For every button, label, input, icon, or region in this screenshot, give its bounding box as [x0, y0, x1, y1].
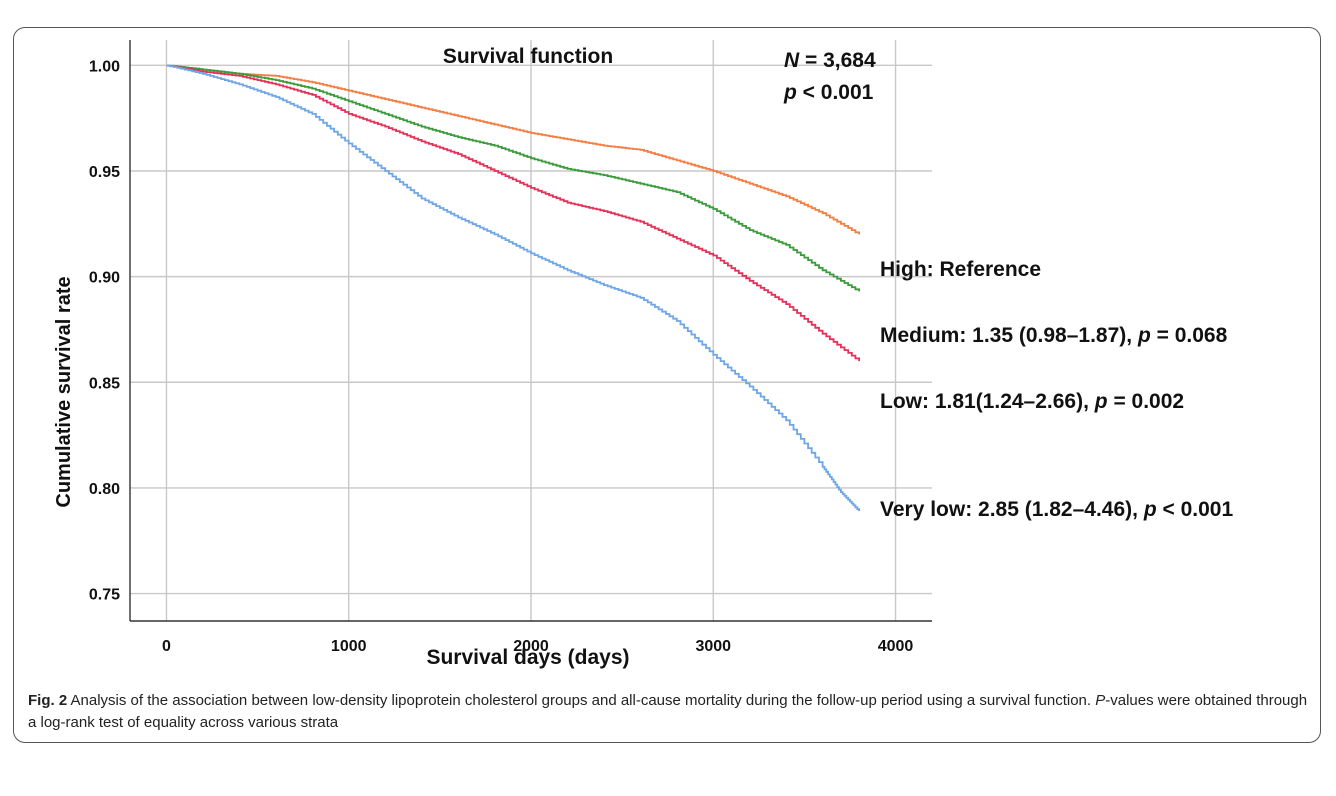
series-label-text: Very low: 2.85 (1.82–4.46), — [880, 498, 1144, 521]
curve-medium — [166, 64, 860, 292]
series-label-text: Low: 1.81(1.24–2.66), — [880, 390, 1095, 413]
series-label-value: < 0.001 — [1157, 498, 1234, 521]
y-tick-label: 1.00 — [89, 58, 120, 75]
p-annotation: p < 0.001 — [783, 81, 874, 104]
series-label-value: = 0.002 — [1108, 390, 1184, 413]
x-tick-label: 4000 — [878, 638, 914, 655]
n-symbol: N — [784, 49, 800, 72]
curve-very-low — [166, 64, 860, 512]
figure-caption: Fig. 2 Analysis of the association betwe… — [28, 690, 1308, 734]
series-label-medium: Medium: 1.35 (0.98–1.87), p = 0.068 — [880, 324, 1228, 347]
series-label-value: = 0.068 — [1151, 324, 1228, 347]
caption-text-1: Analysis of the association between low-… — [67, 692, 1096, 709]
series-label-very-low: Very low: 2.85 (1.82–4.46), p < 0.001 — [880, 498, 1233, 521]
y-tick-label: 0.75 — [89, 587, 120, 604]
chart-title: Survival function — [443, 45, 613, 68]
x-tick-label: 0 — [162, 638, 171, 655]
series-label-p: p — [1143, 498, 1157, 521]
series-label-low: Low: 1.81(1.24–2.66), p = 0.002 — [880, 390, 1184, 413]
y-tick-label: 0.85 — [89, 375, 120, 392]
curve-low — [166, 64, 860, 362]
p-symbol: p — [783, 81, 797, 104]
grid-lines — [130, 40, 932, 621]
n-annotation: N = 3,684 — [784, 49, 876, 72]
figure-frame — [13, 27, 1321, 743]
caption-figure-label: Fig. 2 — [28, 692, 68, 709]
y-tick-label: 0.95 — [89, 164, 120, 181]
series-label-p: p — [1137, 324, 1151, 347]
y-axis-label: Cumulative survival rate — [53, 276, 75, 507]
x-tick-label: 1000 — [331, 638, 367, 655]
series-label-text: High: Reference — [880, 258, 1041, 281]
n-value: = 3,684 — [799, 49, 876, 72]
curve-high — [166, 64, 860, 235]
x-axis-label: Survival days (days) — [426, 646, 629, 669]
y-tick-label: 0.80 — [89, 481, 120, 498]
x-tick-label: 2000 — [513, 638, 549, 655]
series-label-high: High: Reference — [880, 258, 1041, 281]
x-tick-label: 3000 — [695, 638, 731, 655]
caption-p-italic: P — [1095, 692, 1106, 709]
axes: 0.75 0.80 0.85 0.90 0.95 1.00 0 1000 2000 3000 400… — [89, 40, 932, 655]
survival-curves — [166, 64, 860, 512]
caption-text-2: -values were obtained through a log-rank… — [28, 692, 1308, 731]
survival-chart: 0.75 0.80 0.85 0.90 0.95 1.00 0 1000 2000 3000 400… — [53, 40, 1233, 669]
series-labels: High: Reference Medium: 1.35 (0.98–1.87),… — [880, 258, 1233, 521]
series-label-p: p — [1094, 390, 1108, 413]
p-value: < 0.001 — [797, 81, 874, 104]
y-tick-label: 0.90 — [89, 270, 120, 287]
series-label-text: Medium: 1.35 (0.98–1.87), — [880, 324, 1138, 347]
